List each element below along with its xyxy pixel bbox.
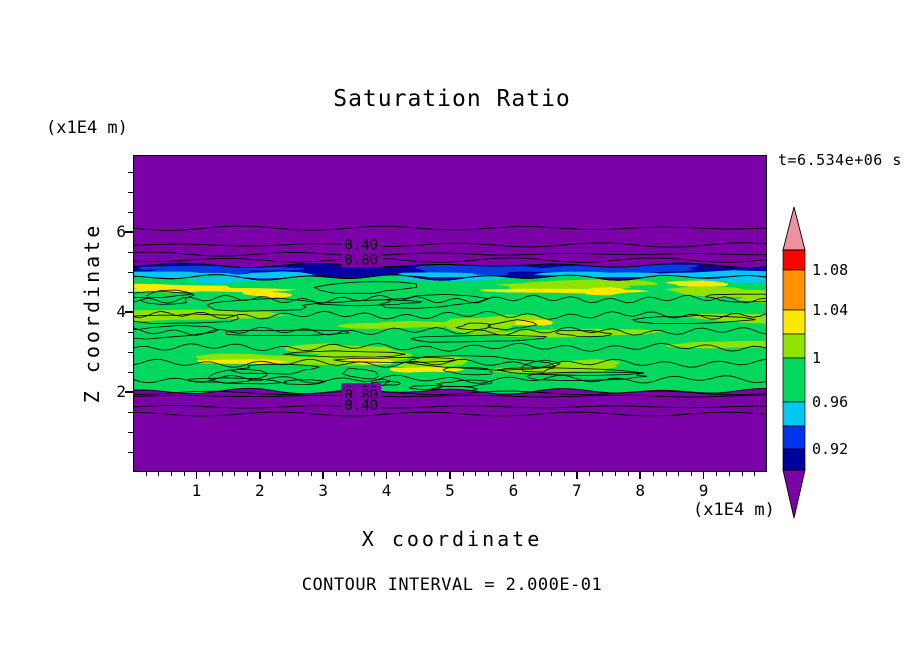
x-minor-tick xyxy=(614,472,616,476)
x-axis-title: X coordinate xyxy=(361,527,543,551)
x-major-tick xyxy=(639,472,641,479)
x-axis-unit-label: (x1E4 m) xyxy=(693,500,775,520)
contour-label: 0.40 xyxy=(344,237,378,253)
x-major-tick xyxy=(702,472,705,479)
x-major-tick xyxy=(385,472,388,479)
x-minor-tick xyxy=(183,472,185,476)
x-minor-tick xyxy=(728,472,730,476)
x-tick-label: 9 xyxy=(698,481,709,500)
x-tick-label: 2 xyxy=(254,481,265,500)
x-minor-tick xyxy=(488,472,490,476)
x-tick-label: 3 xyxy=(318,481,328,500)
x-minor-tick xyxy=(754,472,756,476)
x-minor-tick xyxy=(741,472,743,476)
y-minor-tick xyxy=(128,412,133,414)
x-minor-tick xyxy=(361,472,363,476)
x-major-tick xyxy=(449,472,451,479)
x-minor-tick xyxy=(310,472,312,476)
x-minor-tick xyxy=(399,472,401,476)
x-minor-tick xyxy=(209,472,211,476)
x-major-tick xyxy=(259,472,261,479)
y-minor-tick xyxy=(128,172,133,174)
y-major-tick xyxy=(125,391,133,393)
x-minor-tick xyxy=(602,472,604,476)
x-minor-tick xyxy=(665,472,667,476)
x-major-tick xyxy=(512,472,515,479)
y-minor-tick xyxy=(128,432,133,434)
x-minor-tick xyxy=(462,472,464,476)
time-annotation: t=6.534e+06 s xyxy=(778,151,902,169)
colorbar xyxy=(778,204,810,524)
x-minor-tick xyxy=(424,472,426,476)
y-minor-tick xyxy=(128,452,133,453)
x-minor-tick xyxy=(526,472,528,476)
y-minor-tick xyxy=(128,252,133,254)
y-minor-tick xyxy=(128,212,133,214)
y-major-tick xyxy=(125,311,133,313)
x-minor-tick xyxy=(171,472,173,476)
colorbar-tick-label: 0.92 xyxy=(812,440,849,458)
x-minor-tick xyxy=(564,472,566,476)
x-minor-tick xyxy=(158,472,160,476)
y-minor-tick xyxy=(128,192,133,194)
colorbar-svg xyxy=(782,206,806,519)
x-minor-tick xyxy=(475,472,477,476)
x-minor-tick xyxy=(678,472,680,476)
chart-title: Saturation Ratio xyxy=(333,86,571,112)
x-minor-tick xyxy=(551,472,553,476)
y-minor-tick xyxy=(128,292,133,294)
y-tick-label: 6 xyxy=(116,222,126,242)
y-minor-tick xyxy=(128,332,133,334)
contour-plot-area: 0.400.800.200.800.40 xyxy=(132,154,768,473)
x-minor-tick xyxy=(348,472,350,476)
colorbar-tick-label: 0.96 xyxy=(812,393,849,411)
x-major-tick xyxy=(322,472,324,479)
x-minor-tick xyxy=(589,472,591,476)
x-tick-label: 7 xyxy=(571,481,582,500)
y-major-tick xyxy=(125,231,133,233)
colorbar-tick-label: 1.04 xyxy=(812,301,849,319)
x-minor-tick xyxy=(437,472,439,476)
colorbar-top-arrow xyxy=(782,206,806,251)
x-major-tick xyxy=(576,472,578,479)
y-tick-label: 2 xyxy=(116,382,126,402)
x-minor-tick xyxy=(335,472,337,476)
y-minor-tick xyxy=(128,272,133,274)
x-minor-tick xyxy=(221,472,223,476)
x-minor-tick xyxy=(627,472,629,476)
x-tick-label: 4 xyxy=(381,481,392,500)
y-axis-unit-label: (x1E4 m) xyxy=(46,118,128,138)
x-tick-label: 1 xyxy=(191,481,202,500)
x-minor-tick xyxy=(285,472,287,476)
x-minor-tick xyxy=(272,472,274,476)
x-minor-tick xyxy=(538,472,540,476)
x-minor-tick xyxy=(373,472,375,476)
contour-label: 0.40 xyxy=(344,398,378,414)
colorbar-tick-label: 1.08 xyxy=(812,261,849,279)
x-minor-tick xyxy=(411,472,413,476)
x-minor-tick xyxy=(500,472,502,476)
colorbar-bottom-arrow xyxy=(782,469,806,519)
x-minor-tick xyxy=(652,472,654,476)
x-tick-label: 5 xyxy=(445,481,455,500)
contour-plot-svg: 0.400.800.200.800.40 xyxy=(132,154,768,473)
x-major-tick xyxy=(195,472,198,479)
contour-interval-note: CONTOUR INTERVAL = 2.000E-01 xyxy=(301,575,603,595)
y-minor-tick xyxy=(128,372,133,374)
y-tick-label: 4 xyxy=(116,302,126,322)
x-minor-tick xyxy=(716,472,718,476)
contour-label: 0.80 xyxy=(344,253,378,269)
colorbar-tick-label: 1 xyxy=(812,349,822,367)
x-minor-tick xyxy=(297,472,299,476)
y-minor-tick xyxy=(128,352,133,354)
x-minor-tick xyxy=(690,472,692,476)
x-minor-tick xyxy=(145,472,147,476)
x-minor-tick xyxy=(247,472,249,476)
x-tick-label: 8 xyxy=(635,481,645,500)
x-tick-label: 6 xyxy=(508,481,519,500)
x-minor-tick xyxy=(234,472,236,476)
